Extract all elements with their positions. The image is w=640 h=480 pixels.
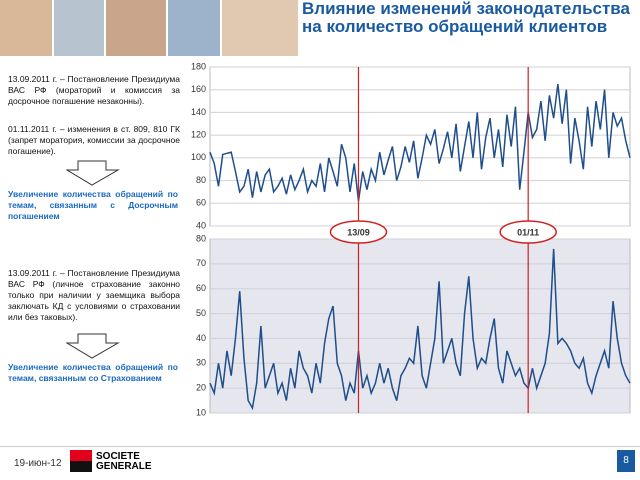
note: 01.11.2011 г. – изменения в ст. 809, 810… <box>8 124 180 156</box>
arrow <box>66 333 120 359</box>
logo-text: SOCIETE <box>96 451 140 462</box>
note: 13.09.2011 г. – Постановление Президиума… <box>8 268 180 322</box>
y-tick-label: 40 <box>196 220 206 230</box>
y-tick-label: 20 <box>196 383 206 393</box>
y-tick-label: 30 <box>196 358 206 368</box>
y-tick-label: 80 <box>196 233 206 243</box>
marker-label: 13/09 <box>347 227 370 237</box>
y-tick-label: 80 <box>196 175 206 185</box>
conclusion: Увеличение количества обращений по темам… <box>8 362 178 383</box>
y-tick-label: 60 <box>196 198 206 208</box>
marker-badge <box>499 220 557 244</box>
logo-text: GENERALE <box>96 461 152 472</box>
y-tick-label: 40 <box>196 333 206 343</box>
y-tick-label: 70 <box>196 258 206 268</box>
y-tick-label: 50 <box>196 308 206 318</box>
photo-banner <box>0 0 298 56</box>
logo: SOCIETE GENERALE <box>96 452 152 472</box>
line <box>209 83 631 202</box>
date: 19-июн-12 <box>14 458 62 469</box>
y-tick-label: 100 <box>191 152 206 162</box>
y-tick-label: 120 <box>191 130 206 140</box>
plot-area <box>209 66 631 227</box>
y-tick-label: 160 <box>191 84 206 94</box>
plot-area <box>209 238 631 414</box>
page-number: 8 <box>617 450 635 472</box>
arrow <box>66 160 120 186</box>
footer-rule <box>0 446 640 447</box>
slide-title: Влияние изменений законодательства на ко… <box>302 0 630 36</box>
y-tick-label: 180 <box>191 61 206 71</box>
conclusion: Увеличение количества обращений по темам… <box>8 189 178 221</box>
line <box>209 248 631 411</box>
logo-mark <box>70 450 92 472</box>
y-tick-label: 60 <box>196 283 206 293</box>
marker-badge <box>329 220 388 244</box>
marker-label: 01/11 <box>517 227 539 237</box>
y-tick-label: 10 <box>196 407 206 417</box>
note: 13.09.2011 г. – Постановление Президиума… <box>8 74 180 106</box>
y-tick-label: 140 <box>191 107 206 117</box>
